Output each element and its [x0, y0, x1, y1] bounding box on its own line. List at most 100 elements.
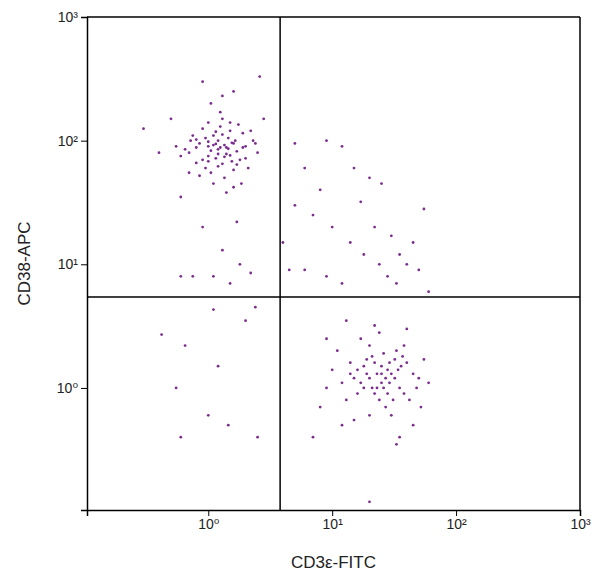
point [401, 355, 404, 358]
point [390, 234, 393, 237]
point [380, 365, 383, 368]
point [217, 139, 220, 142]
point [303, 167, 306, 170]
point [210, 171, 213, 174]
point [398, 387, 401, 390]
point [393, 377, 396, 380]
point [221, 249, 224, 252]
point [217, 148, 220, 151]
point [223, 155, 226, 158]
tick-label: 10³ [58, 9, 79, 25]
point [247, 167, 250, 170]
point [341, 381, 344, 384]
tick-label: 10¹ [323, 516, 344, 532]
point [400, 365, 403, 368]
point [234, 139, 237, 142]
point [423, 358, 426, 361]
quadrant-line-y [87, 296, 580, 298]
tick: 10⁰ [57, 380, 87, 396]
tick: 10¹ [58, 256, 87, 272]
point [319, 188, 322, 191]
point [417, 377, 420, 380]
tick-label: 10⁰ [57, 380, 79, 396]
point [373, 392, 376, 395]
point [373, 226, 376, 229]
point [201, 158, 204, 161]
point [412, 241, 415, 244]
point [225, 153, 228, 156]
point [232, 168, 235, 171]
point [184, 148, 187, 151]
tick: 10³ [570, 510, 591, 532]
point [371, 355, 374, 358]
point [219, 125, 222, 128]
point [230, 141, 233, 144]
point [376, 387, 379, 390]
point [170, 117, 173, 120]
point [258, 75, 261, 78]
point [241, 146, 244, 149]
points [142, 75, 430, 503]
point [254, 142, 257, 145]
point [217, 365, 220, 368]
point [293, 204, 296, 207]
point [365, 372, 368, 375]
point [325, 275, 328, 278]
point [386, 392, 389, 395]
point [368, 176, 371, 179]
point [341, 282, 344, 285]
point [179, 436, 182, 439]
point [356, 368, 359, 371]
point [254, 306, 257, 309]
point [175, 387, 178, 390]
point [221, 95, 224, 98]
point [221, 162, 224, 165]
point [388, 361, 391, 364]
point [359, 200, 362, 203]
point [235, 163, 238, 166]
point [365, 358, 368, 361]
tick-mark [81, 141, 87, 142]
point [390, 414, 393, 417]
point [325, 139, 328, 142]
point [382, 387, 385, 390]
point [368, 377, 371, 380]
point [210, 149, 213, 152]
frame-right [579, 17, 581, 510]
y-axis-title: CD38-APC [15, 221, 34, 305]
point [158, 151, 161, 154]
point [373, 324, 376, 327]
point [380, 182, 383, 185]
point [240, 182, 243, 185]
point [219, 146, 222, 149]
point [341, 145, 344, 148]
point [331, 226, 334, 229]
point [195, 146, 198, 149]
point [212, 182, 215, 185]
point [349, 241, 352, 244]
point [412, 372, 415, 375]
tick-label: 10⁰ [198, 516, 220, 532]
point [390, 372, 393, 375]
tick-mark [81, 388, 87, 389]
point [195, 162, 198, 165]
tick: 10² [58, 133, 87, 149]
point [219, 111, 222, 114]
point [378, 263, 381, 266]
point [189, 139, 192, 142]
point [225, 191, 228, 194]
point [142, 127, 145, 130]
point [341, 424, 344, 427]
point [198, 142, 201, 145]
point [353, 167, 356, 170]
point [405, 361, 408, 364]
point [241, 132, 244, 135]
point [191, 134, 194, 137]
point [210, 102, 213, 105]
point [201, 226, 204, 229]
point [188, 151, 191, 154]
point [380, 381, 383, 384]
tick-label: 10² [446, 516, 467, 532]
point [319, 406, 322, 409]
y-axis: 10⁰ 10¹ 10² 10³ [57, 9, 88, 511]
